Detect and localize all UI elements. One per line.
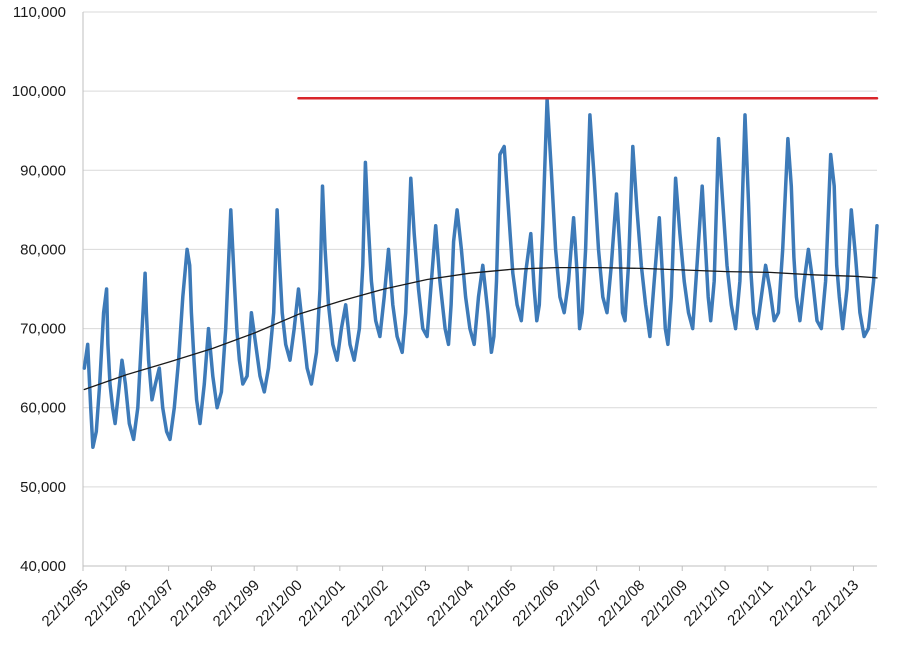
x-tick-label: 22/12/96 (81, 577, 134, 630)
x-tick-label: 22/12/01 (295, 577, 348, 630)
trend-line (83, 266, 878, 391)
y-tick-label: 80,000 (20, 241, 66, 258)
x-tick-label: 22/12/12 (766, 577, 819, 630)
y-tick-label: 100,000 (12, 83, 66, 100)
horizontal-gridlines (83, 11, 877, 488)
x-tick-label: 22/12/99 (210, 577, 263, 630)
x-tick-label: 22/12/13 (809, 577, 862, 630)
x-tick-label: 22/12/07 (552, 577, 605, 630)
x-tick-label: 22/12/08 (595, 577, 648, 630)
x-tick-label: 22/12/04 (424, 577, 477, 630)
y-tick-label: 70,000 (20, 321, 66, 338)
x-tick-label: 22/12/03 (381, 577, 434, 630)
x-tick-label: 22/12/06 (509, 577, 562, 630)
x-axis-tick-labels: 22/12/9522/12/9622/12/9722/12/9822/12/99… (39, 566, 862, 630)
x-tick-label: 22/12/95 (39, 577, 92, 630)
y-axis-tick-labels: 40,000 50,000 60,000 70,000 80,000 90,000 100,… (12, 4, 66, 575)
x-tick-label: 22/12/00 (253, 577, 306, 630)
data-series-line (82, 97, 879, 450)
x-tick-label: 22/12/09 (638, 577, 691, 630)
x-tick-label: 22/12/98 (167, 577, 220, 630)
x-tick-label: 22/12/05 (467, 577, 520, 630)
x-tick-label: 22/12/97 (124, 577, 177, 630)
y-tick-label: 50,000 (20, 479, 66, 496)
y-tick-label: 90,000 (20, 162, 66, 179)
y-tick-label: 60,000 (20, 400, 66, 417)
x-tick-label: 22/12/10 (681, 577, 734, 630)
series-group (82, 97, 879, 450)
y-tick-label: 40,000 (20, 558, 66, 575)
y-tick-label: 110,000 (13, 4, 66, 21)
x-tick-label: 22/12/02 (338, 577, 391, 630)
